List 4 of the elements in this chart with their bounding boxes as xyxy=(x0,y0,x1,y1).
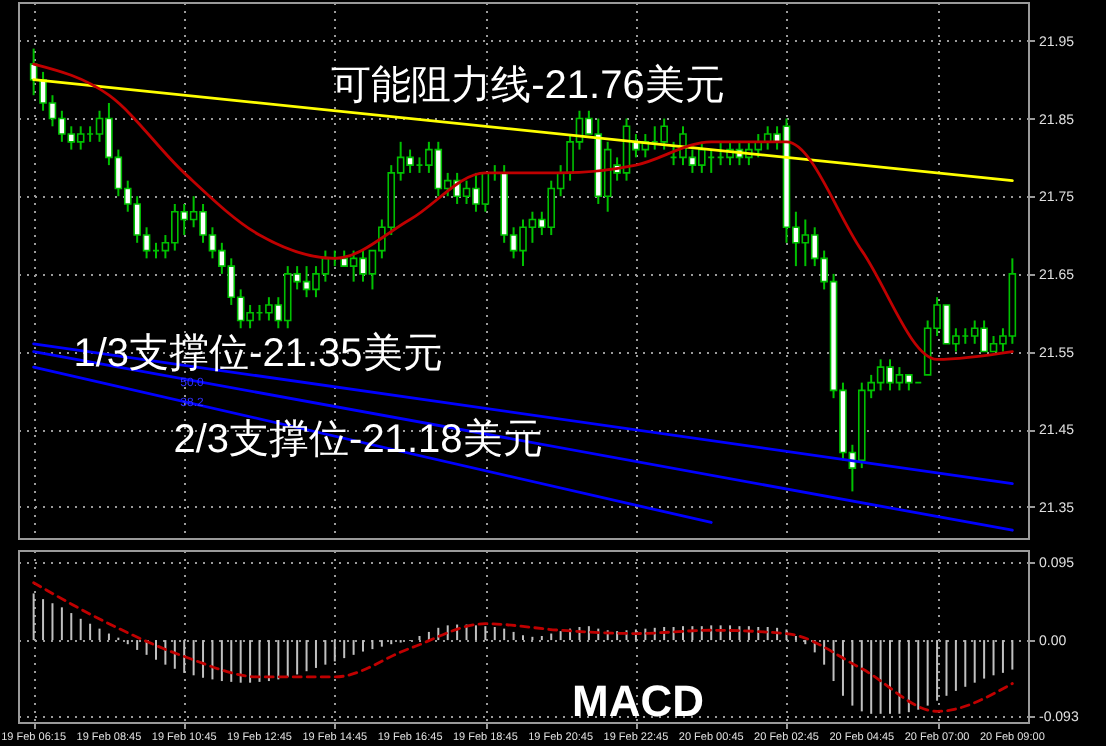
candlestick xyxy=(660,117,668,151)
annotation: MACD xyxy=(572,676,704,726)
annotation: 可能阻力线-21.76美元 xyxy=(331,62,725,108)
line-series xyxy=(32,581,1014,713)
